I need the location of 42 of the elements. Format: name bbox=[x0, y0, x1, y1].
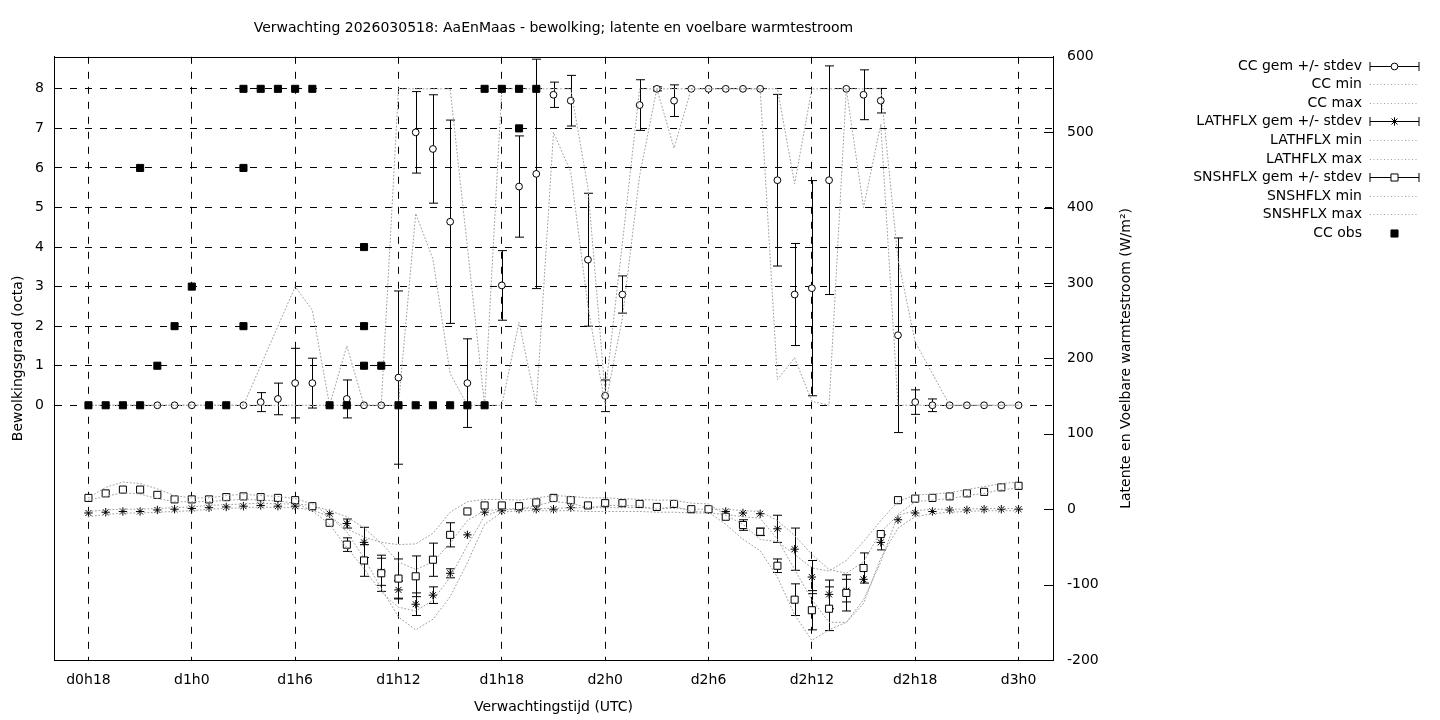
legend-label: CC gem +/- stdev bbox=[1237, 57, 1362, 74]
x-tick-label: d1h6 bbox=[277, 671, 314, 688]
y2-tick-label: 500 bbox=[1067, 122, 1094, 139]
y2-tick-label: 100 bbox=[1067, 424, 1094, 441]
y-tick-label: 7 bbox=[35, 119, 44, 136]
legend-label: SNSHFLX max bbox=[1262, 205, 1362, 222]
chart-title: Verwachting 2026030518: AaEnMaas - bewolking; latente en voelbare warmtestroom bbox=[253, 19, 854, 36]
x-tick-label: d1h12 bbox=[376, 671, 421, 688]
y2-axis-title: Latente en Voelbare warmtestroom (W/m²) bbox=[1116, 207, 1133, 509]
legend-label: LATHFLX min bbox=[1270, 131, 1362, 148]
legend-label: LATHFLX max bbox=[1265, 150, 1362, 167]
y2-tick-label: -200 bbox=[1067, 650, 1099, 667]
y-tick-label: 4 bbox=[35, 237, 45, 254]
x-tick-label: d2h18 bbox=[892, 671, 938, 688]
legend-label: SNSHFLX gem +/- stdev bbox=[1193, 168, 1362, 185]
legend-label: SNSHFLX min bbox=[1266, 187, 1362, 204]
y2-tick-label: 400 bbox=[1067, 198, 1094, 215]
y-tick-label: 6 bbox=[35, 158, 45, 175]
y-tick-label: 0 bbox=[35, 395, 44, 412]
x-tick-label: d2h0 bbox=[587, 671, 623, 688]
y-tick-label: 1 bbox=[35, 356, 44, 373]
y2-tick-label: 200 bbox=[1067, 349, 1094, 366]
y2-tick-label: -100 bbox=[1067, 575, 1099, 592]
x-axis-title: Verwachtingstijd (UTC) bbox=[473, 698, 634, 715]
y-tick-label: 2 bbox=[35, 316, 44, 333]
y2-tick-label: 600 bbox=[1067, 47, 1094, 64]
x-tick-label: d2h6 bbox=[690, 671, 727, 688]
legend-label: CC obs bbox=[1313, 224, 1362, 241]
y-axis-title: Bewolkingsgraad (octa) bbox=[9, 275, 26, 442]
legend-label: LATHFLX gem +/- stdev bbox=[1196, 112, 1362, 129]
x-tick-label: d3h0 bbox=[1000, 671, 1037, 688]
legend-label: CC min bbox=[1311, 75, 1362, 92]
x-tick-label: d2h12 bbox=[789, 671, 835, 688]
legend-label: CC max bbox=[1307, 94, 1362, 111]
y-tick-label: 8 bbox=[35, 79, 44, 96]
x-tick-label: d1h0 bbox=[174, 671, 210, 688]
y-tick-label: 3 bbox=[35, 277, 44, 294]
y2-tick-label: 300 bbox=[1067, 273, 1094, 290]
y-tick-label: 5 bbox=[35, 198, 44, 215]
x-tick-label: d1h18 bbox=[479, 671, 525, 688]
x-tick-label: d0h18 bbox=[66, 671, 111, 688]
y2-tick-label: 0 bbox=[1067, 499, 1076, 516]
